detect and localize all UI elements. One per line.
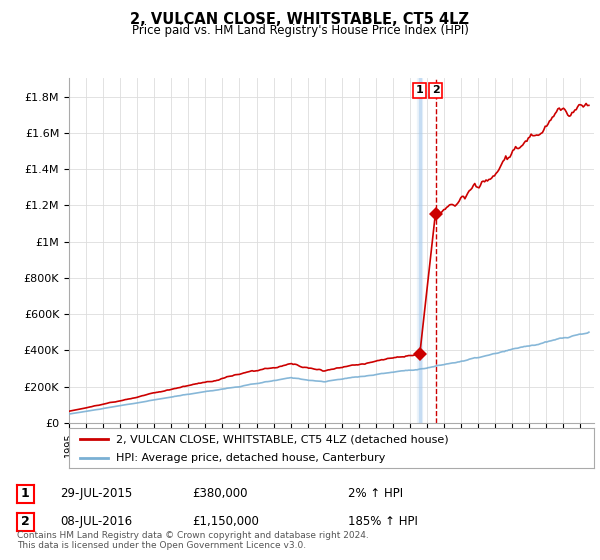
Text: 2: 2 xyxy=(21,515,29,529)
Text: 2, VULCAN CLOSE, WHITSTABLE, CT5 4LZ: 2, VULCAN CLOSE, WHITSTABLE, CT5 4LZ xyxy=(131,12,470,27)
Bar xyxy=(417,78,422,423)
Text: Contains HM Land Registry data © Crown copyright and database right 2024.
This d: Contains HM Land Registry data © Crown c… xyxy=(17,530,368,550)
Text: Price paid vs. HM Land Registry's House Price Index (HPI): Price paid vs. HM Land Registry's House … xyxy=(131,24,469,36)
Text: 2% ↑ HPI: 2% ↑ HPI xyxy=(348,487,403,501)
Text: 1: 1 xyxy=(21,487,29,501)
Text: HPI: Average price, detached house, Canterbury: HPI: Average price, detached house, Cant… xyxy=(116,453,386,463)
Text: 08-JUL-2016: 08-JUL-2016 xyxy=(60,515,132,529)
Text: 1: 1 xyxy=(416,86,424,95)
Text: £1,150,000: £1,150,000 xyxy=(192,515,259,529)
Text: £380,000: £380,000 xyxy=(192,487,248,501)
Text: 29-JUL-2015: 29-JUL-2015 xyxy=(60,487,132,501)
Text: 2, VULCAN CLOSE, WHITSTABLE, CT5 4LZ (detached house): 2, VULCAN CLOSE, WHITSTABLE, CT5 4LZ (de… xyxy=(116,435,449,445)
Text: 185% ↑ HPI: 185% ↑ HPI xyxy=(348,515,418,529)
Text: 2: 2 xyxy=(432,86,440,95)
